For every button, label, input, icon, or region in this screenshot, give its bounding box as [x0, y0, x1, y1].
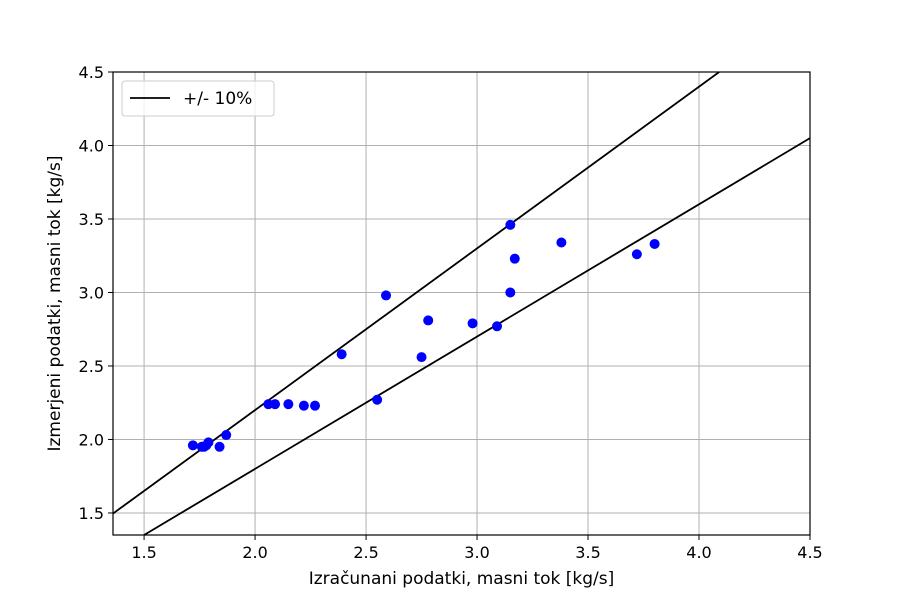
- data-point: [509, 253, 520, 264]
- data-point: [381, 290, 392, 301]
- x-tick-label: 3.0: [464, 543, 489, 562]
- tolerance-line: [112, 71, 720, 515]
- y-tick-label: 3.0: [79, 283, 104, 302]
- data-point: [467, 318, 478, 329]
- data-points: [187, 219, 660, 452]
- y-tick-label: 4.5: [79, 63, 104, 82]
- x-tick-label: 2.0: [242, 543, 267, 562]
- plot-frame: [112, 71, 811, 536]
- data-point: [505, 287, 516, 298]
- tolerance-line: [143, 137, 811, 536]
- data-point: [309, 400, 320, 411]
- grid: [113, 71, 811, 535]
- x-tick-label: 3.5: [575, 543, 600, 562]
- data-point: [283, 399, 294, 410]
- data-point: [556, 237, 567, 248]
- legend-box: [121, 80, 275, 117]
- y-tick-label: 2.5: [79, 357, 104, 376]
- data-point: [298, 400, 309, 411]
- data-point: [270, 399, 281, 410]
- legend-label: +/- 10%: [183, 89, 252, 109]
- data-point: [187, 440, 198, 451]
- data-point: [505, 219, 516, 230]
- data-point: [372, 394, 383, 405]
- tolerance-lines: [112, 71, 811, 536]
- y-tick-label: 3.5: [79, 210, 104, 229]
- axis-ticks: 1.5 2.0 2.5 3.0 3.5 4.0 4.5 1.5 2.0 2.5 3.0 3.5 4.0 4…: [79, 63, 823, 562]
- legend: +/- 10%: [121, 80, 275, 117]
- x-tick-label: 2.5: [353, 543, 378, 562]
- y-tick-label: 2.0: [79, 430, 104, 449]
- data-point: [423, 315, 434, 326]
- data-point: [214, 441, 225, 452]
- x-tick-label: 1.5: [131, 543, 156, 562]
- data-point: [336, 349, 347, 360]
- data-point: [203, 437, 214, 448]
- data-point: [631, 249, 642, 260]
- y-tick-label: 4.0: [79, 136, 104, 155]
- x-tick-label: 4.0: [686, 543, 711, 562]
- data-point: [416, 352, 427, 363]
- y-axis-label: Izmerjeni podatki, masni tok [kg/s]: [45, 155, 65, 451]
- y-tick-label: 1.5: [79, 504, 104, 523]
- x-tick-label: 4.5: [797, 543, 822, 562]
- data-point: [221, 430, 232, 441]
- data-point: [492, 321, 503, 332]
- x-axis-label: Izračunani podatki, masni tok [kg/s]: [309, 569, 615, 589]
- data-point: [649, 238, 660, 249]
